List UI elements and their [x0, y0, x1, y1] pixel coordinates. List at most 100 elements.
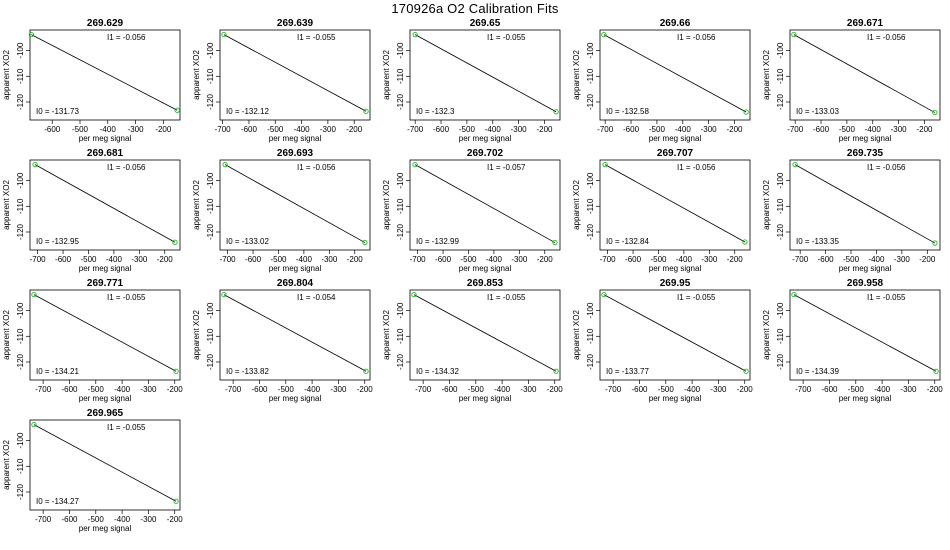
x-axis-label: per meg signal — [269, 134, 322, 143]
plot-frame — [789, 29, 941, 121]
calibration-panel: 269.629 -600 -500 -400 -300 -200 -100 -110 -120 p… — [2, 18, 181, 143]
x-axis-label: per meg signal — [459, 134, 512, 143]
x-tick-label: -600 — [631, 385, 648, 394]
y-tick-label: -100 — [16, 432, 25, 449]
y-axis-label: apparent XO2 — [762, 50, 771, 100]
y-axis-label: apparent XO2 — [762, 310, 771, 360]
plot-frame — [29, 419, 181, 511]
i1-annotation: I1 = -0.056 — [107, 163, 146, 172]
y-tick-label: -110 — [396, 198, 405, 214]
x-tick-label: -500 — [658, 385, 675, 394]
fit-line — [793, 294, 937, 372]
y-axis-label: apparent XO2 — [572, 50, 581, 100]
y-axis-label: apparent XO2 — [382, 50, 391, 100]
y-tick-label: -110 — [586, 198, 595, 214]
i1-annotation: I1 = -0.055 — [297, 33, 336, 42]
fit-line — [223, 34, 367, 112]
y-tick-label: -100 — [206, 302, 215, 319]
x-tick-label: -700 — [35, 515, 52, 524]
y-tick-label: -110 — [206, 328, 215, 344]
data-point — [363, 368, 369, 374]
x-tick-label: -600 — [55, 255, 72, 264]
plot-frame — [409, 159, 561, 251]
x-tick-label: -700 — [792, 255, 809, 264]
calibration-panel: 269.771 -700 -600 -500 -400 -300 -200 -100 -110 -… — [2, 278, 183, 403]
x-axis-label: per meg signal — [459, 394, 512, 403]
x-tick-label: -400 — [485, 125, 502, 134]
x-tick-label: -300 — [511, 125, 528, 134]
x-tick-label: -500 — [88, 385, 105, 394]
i1-annotation: I1 = -0.056 — [107, 33, 146, 42]
fit-line — [793, 34, 936, 113]
y-tick-label: -120 — [206, 93, 215, 110]
x-tick-label: -200 — [927, 385, 944, 394]
plot-frame — [409, 289, 561, 381]
data-point — [552, 239, 558, 246]
y-tick-label: -120 — [206, 353, 215, 370]
data-point — [601, 291, 607, 298]
data-point — [362, 239, 368, 246]
fit-line — [414, 34, 557, 113]
y-tick-label: -100 — [396, 42, 405, 59]
data-point — [32, 161, 38, 168]
data-point — [411, 291, 417, 298]
x-tick-label: -700 — [35, 385, 52, 394]
x-tick-label: -300 — [710, 385, 727, 394]
x-tick-label: -300 — [701, 255, 718, 264]
calibration-panel: 269.735 -700 -600 -500 -400 -300 -200 -100 -110 -… — [762, 148, 941, 273]
x-tick-label: -400 — [106, 255, 123, 264]
x-axis-label: per meg signal — [79, 134, 132, 143]
x-tick-label: -500 — [460, 255, 477, 264]
calibration-panel: 269.707 -700 -600 -500 -400 -300 -200 -100 -110 -… — [572, 148, 751, 273]
panel-title: 269.66 — [660, 18, 691, 29]
plot-frame — [219, 289, 371, 381]
y-tick-label: -100 — [206, 172, 215, 189]
y-axis-label: apparent XO2 — [572, 310, 581, 360]
fit-line — [31, 34, 178, 111]
x-tick-label: -600 — [61, 385, 78, 394]
x-tick-label: -200 — [547, 385, 564, 394]
calibration-panel: 269.958 -700 -600 -500 -400 -300 -200 -100 -110 -… — [762, 278, 944, 403]
data-point — [222, 161, 228, 168]
y-tick-label: -100 — [206, 42, 215, 59]
fit-line — [34, 164, 176, 243]
data-point — [172, 239, 178, 245]
x-tick-label: -500 — [843, 255, 860, 264]
y-axis-label: apparent XO2 — [192, 50, 201, 100]
i0-annotation: I0 = -131.73 — [36, 107, 79, 116]
y-tick-label: -120 — [16, 483, 25, 500]
data-point — [31, 291, 37, 298]
x-tick-label: -200 — [537, 255, 554, 264]
i0-annotation: I0 = -133.02 — [226, 237, 269, 246]
fit-line — [604, 164, 746, 243]
i1-annotation: I1 = -0.056 — [867, 163, 906, 172]
x-tick-label: -400 — [296, 255, 313, 264]
x-tick-label: -600 — [813, 125, 830, 134]
x-tick-label: -400 — [874, 385, 891, 394]
y-tick-label: -100 — [586, 172, 595, 189]
data-point — [791, 31, 797, 38]
y-tick-label: -110 — [396, 68, 405, 84]
y-tick-label: -120 — [776, 93, 785, 110]
y-axis-label: apparent XO2 — [572, 180, 581, 230]
x-tick-label: -300 — [891, 125, 908, 134]
y-tick-label: -100 — [16, 42, 25, 59]
plot-frame — [29, 159, 181, 251]
i1-annotation: I1 = -0.057 — [487, 163, 526, 172]
x-tick-label: -600 — [625, 255, 642, 264]
x-tick-label: -300 — [894, 255, 911, 264]
plot-frame — [219, 29, 371, 121]
calibration-panel: 269.65 -700 -600 -500 -400 -300 -200 -100 -110 -1… — [382, 18, 561, 143]
x-tick-label: -500 — [88, 515, 105, 524]
x-axis-label: per meg signal — [459, 264, 512, 273]
x-tick-label: -200 — [357, 385, 374, 394]
x-tick-label: -500 — [72, 125, 89, 134]
x-tick-label: -700 — [605, 385, 622, 394]
x-tick-label: -600 — [251, 385, 268, 394]
i0-annotation: I0 = -134.27 — [36, 497, 79, 506]
x-tick-label: -500 — [839, 125, 856, 134]
plot-frame — [29, 29, 181, 121]
y-tick-label: -100 — [776, 42, 785, 59]
y-axis-label: apparent XO2 — [192, 180, 201, 230]
